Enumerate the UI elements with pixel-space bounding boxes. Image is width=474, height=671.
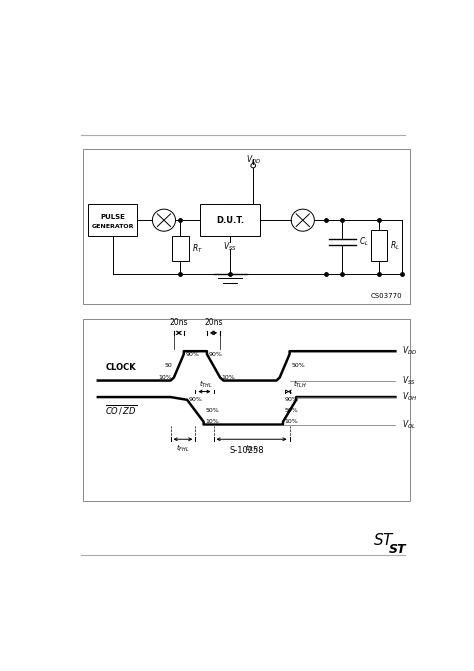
- Text: ST: ST: [389, 543, 406, 556]
- Text: $\it{ST}$: $\it{ST}$: [374, 532, 395, 548]
